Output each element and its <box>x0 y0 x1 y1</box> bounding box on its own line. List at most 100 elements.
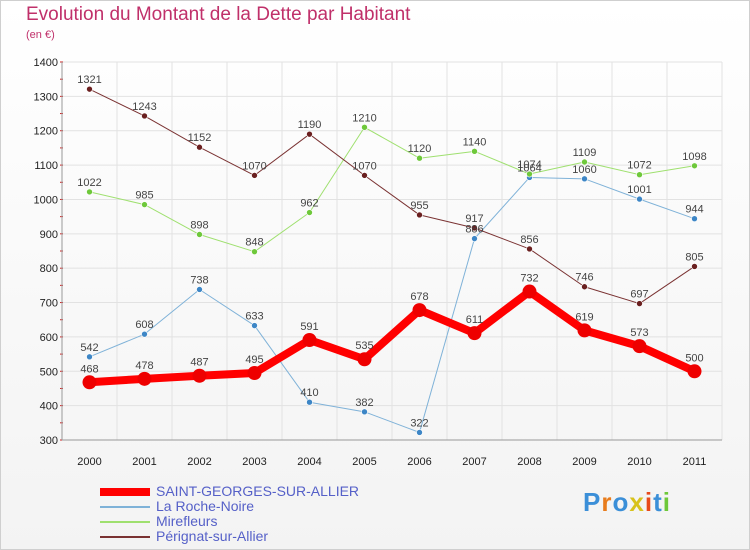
chart-title: Evolution du Montant de la Dette par Hab… <box>26 4 411 25</box>
logo-letter: t <box>653 487 663 517</box>
data-point <box>522 284 537 299</box>
data-point <box>251 322 258 329</box>
gridlines <box>61 61 723 441</box>
data-label: 955 <box>410 200 428 212</box>
data-label: 611 <box>466 314 484 326</box>
data-label: 1074 <box>517 159 541 171</box>
x-tick-label: 2007 <box>462 456 486 468</box>
data-point <box>196 231 203 238</box>
y-tick-label: 900 <box>40 229 58 241</box>
y-tick-label: 1100 <box>34 160 58 172</box>
x-tick-label: 2006 <box>407 456 431 468</box>
data-label: 382 <box>355 397 373 409</box>
logo-letter: i <box>662 487 671 517</box>
data-label: 1243 <box>132 101 156 113</box>
data-label: 917 <box>465 213 483 225</box>
data-point <box>306 130 313 138</box>
data-label: 1070 <box>352 160 376 172</box>
legend-label: Mirefleurs <box>156 513 218 529</box>
x-tick-label: 2000 <box>77 456 101 468</box>
data-point <box>416 211 423 219</box>
data-point <box>141 330 148 338</box>
legend-label: SAINT-GEORGES-SUR-ALLIER <box>156 483 360 499</box>
data-point <box>581 283 588 291</box>
data-label: 1152 <box>188 132 212 144</box>
data-label: 856 <box>520 234 538 246</box>
series-line <box>89 88 695 305</box>
data-label: 619 <box>575 311 593 323</box>
data-label: 1190 <box>298 119 322 131</box>
data-label: 500 <box>685 352 703 364</box>
data-label: 487 <box>190 357 208 369</box>
data-point <box>691 215 698 222</box>
data-point <box>636 171 643 179</box>
data-point <box>196 143 203 151</box>
legend-label: Pérignat-sur-Allier <box>156 528 269 544</box>
legend-swatch <box>100 521 150 523</box>
logo-letter: P <box>583 487 602 517</box>
series-lines <box>82 85 702 436</box>
data-point <box>687 364 702 379</box>
data-label: 633 <box>245 311 263 323</box>
data-point <box>86 85 93 93</box>
data-label: 1001 <box>627 184 651 196</box>
data-point <box>581 158 588 166</box>
data-label: 962 <box>300 198 318 210</box>
data-label: 591 <box>300 321 318 333</box>
data-point <box>636 300 643 307</box>
data-label: 1210 <box>352 112 376 124</box>
data-point <box>251 172 258 179</box>
x-tick-label: 2009 <box>572 456 596 468</box>
data-label: 322 <box>410 417 428 429</box>
data-label: 495 <box>245 354 263 366</box>
data-label: 886 <box>465 224 483 236</box>
data-label: 898 <box>190 220 208 232</box>
x-tick-label: 2010 <box>627 456 651 468</box>
data-point <box>251 248 258 255</box>
data-point <box>691 162 698 170</box>
data-label: 738 <box>190 274 208 286</box>
x-tick-label: 2001 <box>132 456 156 468</box>
data-label: 1072 <box>627 160 651 172</box>
data-label: 542 <box>80 342 98 354</box>
data-point <box>471 235 478 242</box>
data-label: 944 <box>685 204 703 216</box>
data-label: 1321 <box>77 74 101 86</box>
data-point <box>416 429 423 436</box>
data-point <box>577 323 592 338</box>
x-tick-label: 2002 <box>187 456 211 468</box>
data-point <box>636 195 643 203</box>
y-tick-label: 1300 <box>34 91 58 103</box>
data-label: 1064 <box>517 162 541 174</box>
x-tick-label: 2004 <box>297 456 321 468</box>
data-label: 697 <box>630 289 648 301</box>
legend-swatch <box>100 488 150 496</box>
data-label: 1140 <box>463 136 487 148</box>
data-point <box>632 339 647 354</box>
data-point <box>581 175 588 183</box>
series-line <box>89 126 695 253</box>
data-label: 805 <box>685 251 703 263</box>
y-tick-label: 500 <box>40 366 58 378</box>
data-point <box>416 154 423 162</box>
data-point <box>361 172 368 179</box>
logo-letter: x <box>629 487 645 517</box>
series-line <box>89 176 695 433</box>
data-label: 573 <box>630 327 648 339</box>
logo-letter: i <box>644 487 654 517</box>
data-label: 410 <box>300 387 318 399</box>
data-point <box>412 303 427 318</box>
data-point <box>526 170 533 178</box>
data-label: 1022 <box>77 177 101 189</box>
data-label: 478 <box>135 360 153 372</box>
x-tick-label: 2003 <box>242 456 266 468</box>
data-point <box>137 371 152 386</box>
y-tick-label: 1000 <box>34 194 58 206</box>
data-label: 985 <box>135 190 153 202</box>
data-label: 1060 <box>572 164 596 176</box>
data-point <box>467 326 482 341</box>
data-point <box>82 375 97 390</box>
data-label: 848 <box>245 237 263 249</box>
